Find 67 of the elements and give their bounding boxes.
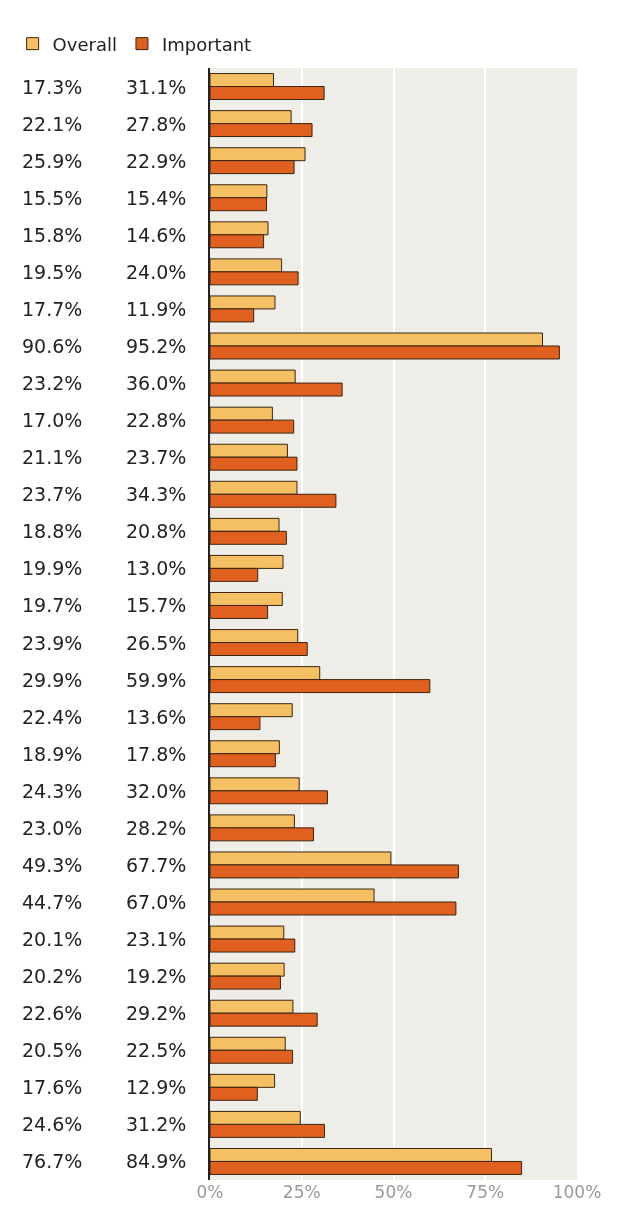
- data-label: 15.5%: [22, 187, 83, 209]
- data-label: 15.4%: [126, 187, 187, 209]
- x-tick-label: 100%: [552, 1182, 602, 1202]
- data-label: 23.7%: [22, 483, 83, 505]
- data-label: 23.7%: [126, 446, 187, 468]
- data-label: 22.4%: [22, 706, 83, 728]
- data-label: 49.3%: [22, 854, 83, 876]
- x-tick-label: 75%: [466, 1182, 505, 1202]
- data-label: 29.9%: [22, 669, 83, 691]
- x-tick-label: 25%: [282, 1182, 321, 1202]
- data-label: 12.9%: [126, 1076, 187, 1098]
- data-label: 17.8%: [126, 743, 187, 765]
- data-label: 17.3%: [22, 76, 83, 98]
- data-label: 23.9%: [22, 632, 83, 654]
- data-label: 20.1%: [22, 928, 83, 950]
- data-label: 29.2%: [126, 1002, 187, 1024]
- data-label: 19.7%: [22, 594, 83, 616]
- data-label: 32.0%: [126, 780, 187, 802]
- data-label: 90.6%: [22, 335, 83, 357]
- data-label: 18.8%: [22, 520, 83, 542]
- data-label: 18.9%: [22, 743, 83, 765]
- data-label: 19.2%: [126, 965, 187, 987]
- data-label: 22.8%: [126, 409, 187, 431]
- data-label: 23.1%: [126, 928, 187, 950]
- data-label: 20.2%: [22, 965, 83, 987]
- data-label: 84.9%: [126, 1150, 187, 1172]
- data-label: 21.1%: [22, 446, 83, 468]
- data-label: 19.5%: [22, 261, 83, 283]
- data-label: 22.5%: [126, 1039, 187, 1061]
- data-label: 34.3%: [126, 483, 187, 505]
- data-label: 95.2%: [126, 335, 187, 357]
- data-label: 24.6%: [22, 1113, 83, 1135]
- data-label: 23.2%: [22, 372, 83, 394]
- data-label: 22.6%: [22, 1002, 83, 1024]
- data-label: 23.0%: [22, 817, 83, 839]
- data-label: 31.1%: [126, 76, 187, 98]
- legend-label: Important: [161, 33, 252, 55]
- data-label: 22.1%: [22, 113, 83, 135]
- data-label: 24.0%: [126, 261, 187, 283]
- data-label: 17.7%: [22, 298, 83, 320]
- data-label: 19.9%: [22, 557, 83, 579]
- data-label: 14.6%: [126, 224, 187, 246]
- data-label: 59.9%: [126, 669, 187, 691]
- x-tick-label: 50%: [374, 1182, 413, 1202]
- data-label: 26.5%: [126, 632, 187, 654]
- data-label: 67.7%: [126, 854, 187, 876]
- data-label: 13.6%: [126, 706, 187, 728]
- data-label: 20.5%: [22, 1039, 83, 1061]
- data-label: 31.2%: [126, 1113, 187, 1135]
- data-label: 15.7%: [126, 594, 187, 616]
- data-label: 76.7%: [22, 1150, 83, 1172]
- data-label: 17.6%: [22, 1076, 83, 1098]
- data-label: 13.0%: [126, 557, 187, 579]
- data-label: 11.9%: [126, 298, 187, 320]
- data-label: 24.3%: [22, 780, 83, 802]
- data-label: 28.2%: [126, 817, 187, 839]
- data-label: 67.0%: [126, 891, 187, 913]
- data-label: 27.8%: [126, 113, 187, 135]
- data-label: 25.9%: [22, 150, 83, 172]
- data-label: 20.8%: [126, 520, 187, 542]
- data-label: 44.7%: [22, 891, 83, 913]
- data-label: 36.0%: [126, 372, 187, 394]
- data-label: 15.8%: [22, 224, 83, 246]
- data-label: 22.9%: [126, 150, 187, 172]
- legend-label: Overall: [52, 33, 117, 55]
- x-tick-label: 0%: [196, 1182, 224, 1202]
- data-label: 17.0%: [22, 409, 83, 431]
